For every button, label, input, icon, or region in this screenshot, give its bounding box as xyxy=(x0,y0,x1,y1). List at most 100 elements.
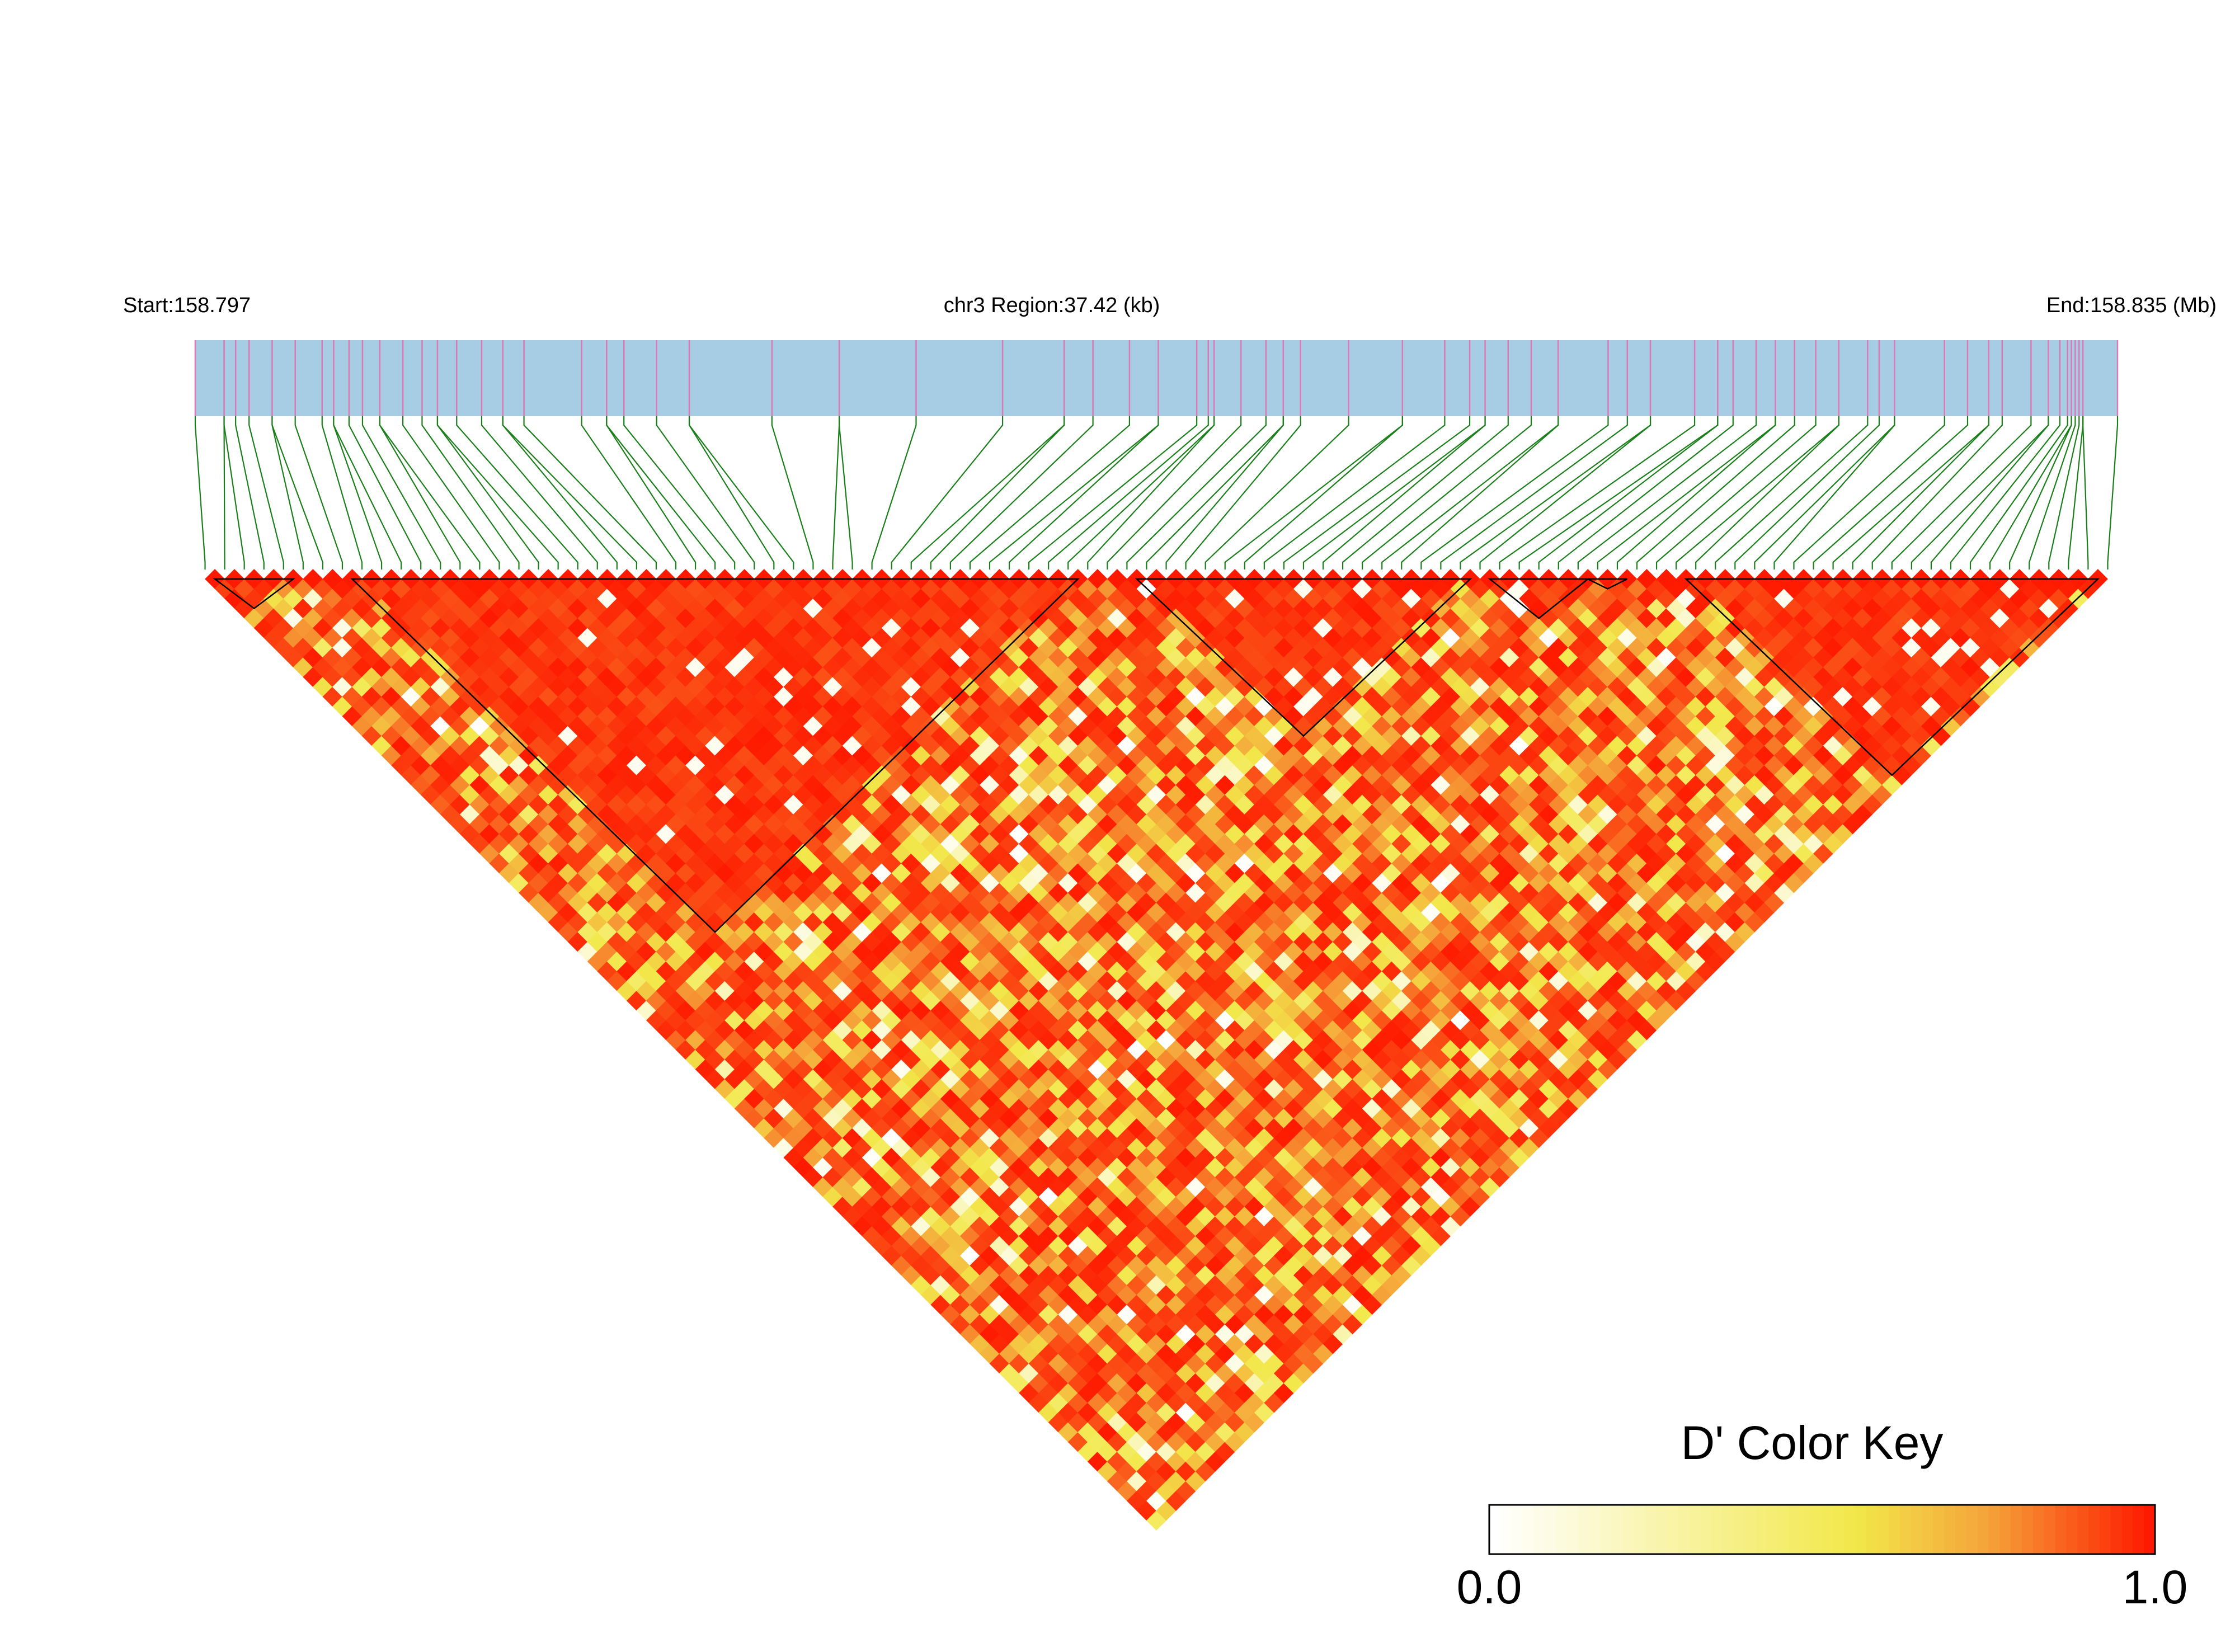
color-key-swatch xyxy=(2088,1505,2100,1554)
snp-connector xyxy=(223,416,225,570)
snp-connector xyxy=(1440,416,1628,570)
snp-connector xyxy=(436,416,559,570)
color-key-swatch xyxy=(1667,1505,1678,1554)
color-key-swatch xyxy=(2044,1505,2055,1554)
snp-connector xyxy=(1538,416,1719,570)
snp-connector xyxy=(1655,416,1817,570)
snp-connector xyxy=(1420,416,1609,570)
snp-connector xyxy=(1342,416,1509,570)
snp-connector xyxy=(1636,416,1795,570)
ld-heatmap-cells xyxy=(205,569,2108,1531)
snp-connector xyxy=(1871,416,2003,570)
snp-connector xyxy=(223,416,245,570)
snp-connector xyxy=(1087,416,1215,570)
color-key-swatch xyxy=(2077,1505,2089,1554)
color-key-swatch xyxy=(1545,1505,1556,1554)
snp-connector xyxy=(1460,416,1651,570)
color-key-swatch xyxy=(1866,1505,1878,1554)
snp-connector xyxy=(1008,416,1159,570)
snp-connector xyxy=(271,416,323,570)
chromosome-track xyxy=(195,340,2118,416)
color-key-swatch xyxy=(1689,1505,1701,1554)
snp-connector xyxy=(838,416,853,570)
snp-connector xyxy=(523,416,657,570)
color-key-swatch xyxy=(1700,1505,1712,1554)
snp-connector xyxy=(606,416,697,570)
snp-connector xyxy=(1126,416,1267,570)
snp-connector xyxy=(832,416,840,570)
color-key-swatch xyxy=(1777,1505,1789,1554)
snp-connector xyxy=(402,416,500,570)
snp-connector xyxy=(688,416,794,570)
snp-connector xyxy=(1969,416,2068,570)
snp-connector xyxy=(871,416,917,570)
snp-connector xyxy=(1597,416,1776,570)
snp-connector xyxy=(623,416,736,570)
snp-connector xyxy=(2082,416,2089,570)
color-key-swatch xyxy=(1533,1505,1545,1554)
snp-connector xyxy=(1302,416,1486,570)
snp-connector xyxy=(333,416,402,570)
snp-connector xyxy=(1715,416,1869,570)
snp-connector xyxy=(1950,416,2061,570)
color-key-swatch xyxy=(1966,1505,1978,1554)
color-key-swatch xyxy=(1833,1505,1845,1554)
snp-connector xyxy=(771,416,814,570)
color-key-swatch xyxy=(1511,1505,1523,1554)
snp-connector xyxy=(989,416,1159,570)
snp-connector xyxy=(1028,416,1198,570)
snp-connector xyxy=(1930,416,2049,570)
snp-connector xyxy=(2009,416,2072,570)
snp-connector xyxy=(581,416,677,570)
snp-connector xyxy=(1577,416,1757,570)
color-key-swatch xyxy=(2121,1505,2133,1554)
snp-connector xyxy=(194,416,206,570)
color-key-swatch xyxy=(1622,1505,1634,1554)
color-key-swatch xyxy=(2022,1505,2034,1554)
color-key-swatch xyxy=(1600,1505,1612,1554)
color-key-swatch xyxy=(2011,1505,2022,1554)
color-key-swatch xyxy=(1733,1505,1745,1554)
snp-connector xyxy=(1283,416,1471,570)
snp-connector xyxy=(1793,416,1945,570)
color-key-swatch xyxy=(1999,1505,2011,1554)
snp-connector xyxy=(1401,416,1559,570)
snp-marker-ticks xyxy=(194,340,2119,416)
color-key-swatch xyxy=(1522,1505,1534,1554)
snp-connector xyxy=(1244,416,1403,570)
color-key-legend: D' Color Key 0.0 1.0 xyxy=(1457,1416,2188,1613)
snp-connector xyxy=(1832,416,1989,570)
region-title-label: chr3 Region:37.42 (kb) xyxy=(944,294,1160,317)
snp-connector xyxy=(1734,416,1880,570)
color-key-swatch xyxy=(1766,1505,1778,1554)
snp-connector xyxy=(321,416,363,570)
color-key-swatch xyxy=(1633,1505,1645,1554)
snp-connector xyxy=(930,416,1065,570)
color-key-swatch xyxy=(1655,1505,1667,1554)
color-key-swatch xyxy=(1556,1505,1568,1554)
snp-connector xyxy=(1381,416,1559,570)
color-key-swatch xyxy=(1789,1505,1800,1554)
snp-connector xyxy=(606,416,716,570)
snp-connector xyxy=(235,416,265,570)
snp-connector xyxy=(1499,416,1696,570)
color-key-title: D' Color Key xyxy=(1681,1416,1944,1469)
color-key-swatch xyxy=(2032,1505,2045,1554)
snp-connector xyxy=(361,416,441,570)
snp-connector xyxy=(1813,416,1969,570)
region-start-label: Start:158.797 xyxy=(123,294,251,317)
color-key-swatch xyxy=(1899,1505,1912,1554)
color-key-swatch xyxy=(2099,1505,2111,1554)
color-key-swatch xyxy=(1578,1505,1589,1554)
snp-connector xyxy=(1989,416,2072,570)
snp-connector xyxy=(502,416,618,570)
color-key-swatch xyxy=(1489,1505,1501,1554)
snp-connector xyxy=(891,416,1004,570)
snp-connector xyxy=(1107,416,1242,570)
snp-connector xyxy=(1204,416,1349,570)
snp-connector-lines xyxy=(194,416,2119,570)
color-key-swatch xyxy=(2110,1505,2122,1554)
color-key-swatch xyxy=(1933,1505,1945,1554)
snp-connector xyxy=(2107,416,2119,570)
